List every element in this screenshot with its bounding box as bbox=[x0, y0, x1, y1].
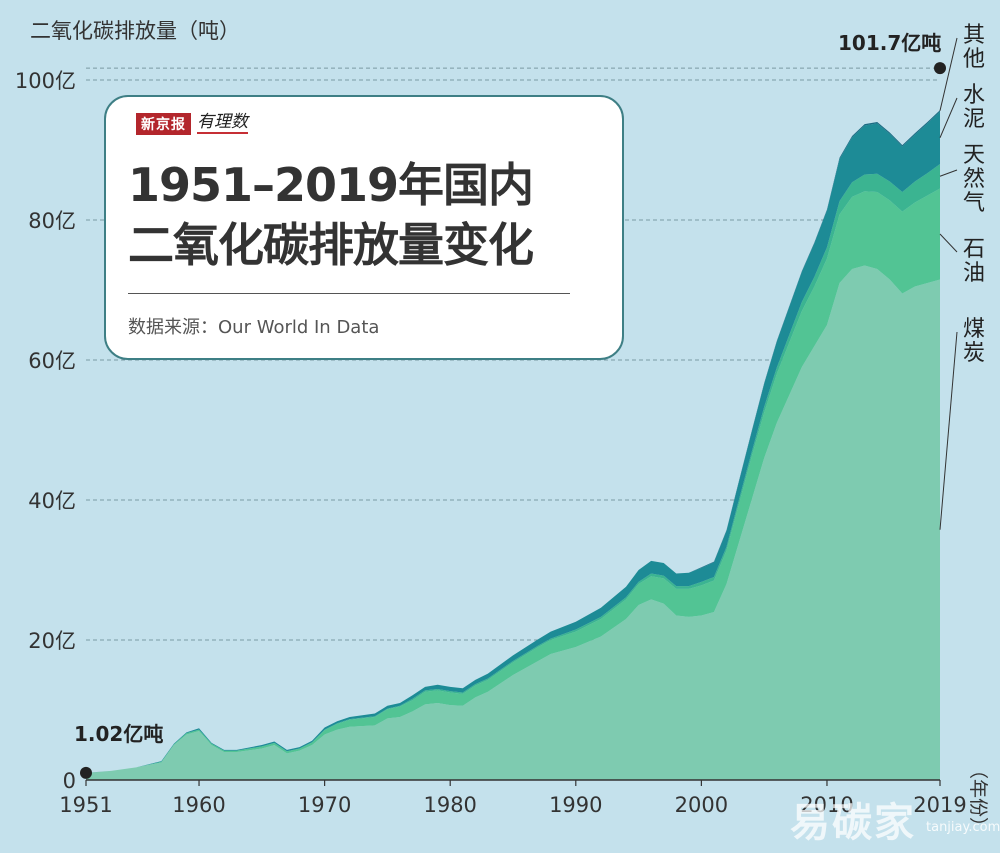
area-水泥 bbox=[86, 111, 940, 773]
legend-label: 天然气 bbox=[963, 143, 985, 216]
x-tick-label: 2010 bbox=[800, 793, 853, 817]
y-tick-label: 40亿 bbox=[28, 489, 76, 513]
y-tick-label: 100亿 bbox=[15, 69, 76, 93]
legend-leader bbox=[939, 233, 958, 253]
x-tick-label: 1951 bbox=[59, 793, 112, 817]
x-tick-label: 2019 bbox=[913, 793, 966, 817]
legend-label: 煤炭 bbox=[963, 317, 985, 366]
y-tick-label: 0 bbox=[63, 769, 76, 793]
legend-leader bbox=[939, 37, 958, 111]
x-tick-label: 1960 bbox=[172, 793, 225, 817]
watermark-logo: 易碳家 bbox=[790, 800, 916, 846]
x-tick-label: 1970 bbox=[298, 793, 351, 817]
area-煤炭 bbox=[86, 265, 940, 780]
legend-label: 石油 bbox=[963, 237, 985, 286]
annotation-dot bbox=[934, 62, 946, 75]
brand-logo: 新京报 bbox=[136, 113, 191, 135]
annotation-label: 1.02亿吨 bbox=[74, 722, 163, 746]
y-tick-label: 20亿 bbox=[28, 629, 76, 653]
legend-label: 水泥 bbox=[963, 83, 985, 132]
legend-leader bbox=[939, 97, 958, 138]
annotation-dot bbox=[80, 766, 92, 779]
x-tick-label: 1980 bbox=[423, 793, 476, 817]
chart-title-line1: 1951–2019年国内 bbox=[128, 158, 534, 212]
legend-leader bbox=[939, 331, 958, 530]
stacked-areas bbox=[86, 110, 940, 780]
y-tick-label: 80亿 bbox=[28, 209, 76, 233]
data-source: 数据来源：Our World In Data bbox=[128, 317, 380, 338]
area-石油 bbox=[86, 188, 940, 773]
x-tick-label: 2000 bbox=[675, 793, 728, 817]
annotations: 1.02亿吨 101.7亿吨 bbox=[74, 31, 946, 779]
axes: 二氧化碳排放量（吨） 0 20亿 40亿 60亿 80亿 100亿 1951 1960 1970 1… bbox=[15, 19, 989, 836]
title-divider bbox=[128, 293, 570, 294]
x-tick-label: 1990 bbox=[549, 793, 602, 817]
brand: 新京报 有理数 bbox=[136, 113, 248, 135]
title-card: 新京报 有理数 1951–2019年国内 二氧化碳排放量变化 数据来源：Our … bbox=[104, 95, 624, 360]
annotation-label: 101.7亿吨 bbox=[838, 31, 941, 55]
y-axis-label: 二氧化碳排放量（吨） bbox=[30, 19, 240, 43]
y-tick-label: 60亿 bbox=[28, 349, 76, 373]
x-axis-label: （年份） bbox=[967, 760, 989, 836]
chart-title-line2: 二氧化碳排放量变化 bbox=[128, 218, 534, 272]
watermark-url: tanjiay.com bbox=[926, 820, 1000, 835]
legend-label: 其他 bbox=[963, 23, 985, 72]
legend-leader bbox=[939, 169, 958, 177]
brand-subtitle: 有理数 bbox=[197, 112, 248, 134]
